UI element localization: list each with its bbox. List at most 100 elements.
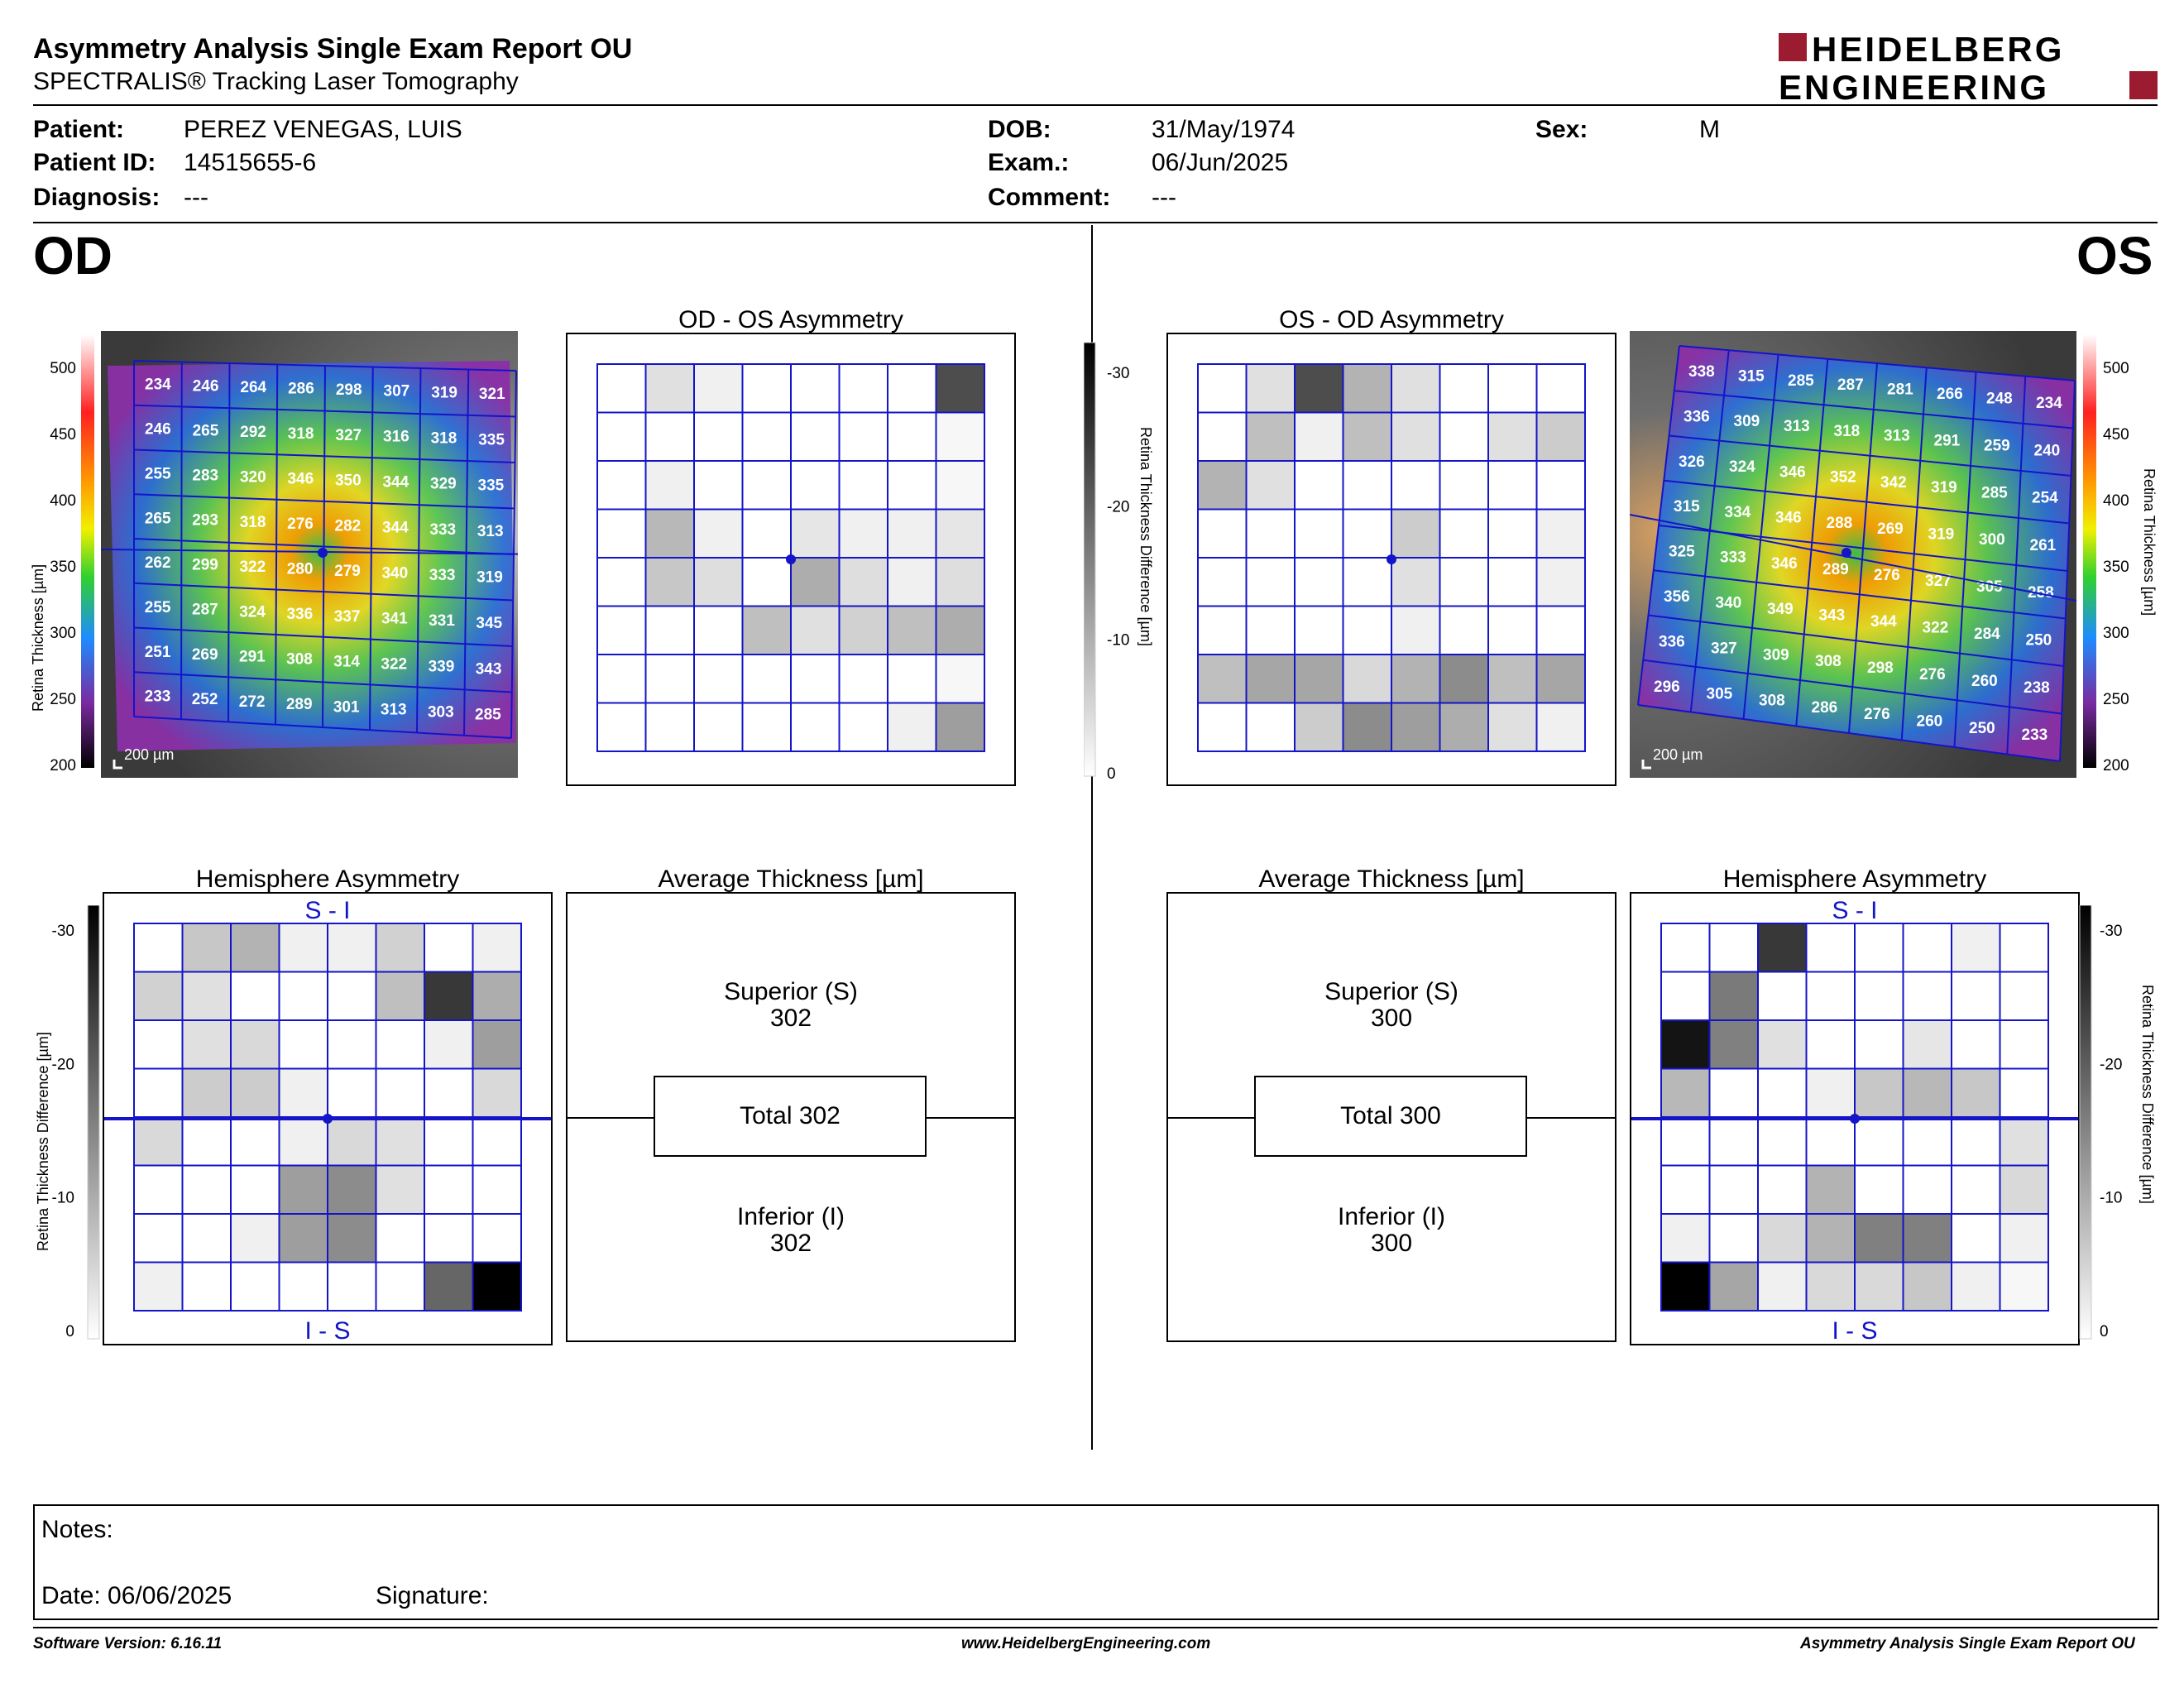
os-thickness-tick: 500 [2103,360,2129,377]
os-hemi-cell [1708,923,1759,973]
od-asym-cell [887,702,937,752]
od-hemi-cell [133,1116,184,1167]
os-asym-cell [1342,508,1392,559]
os-asym-cell [1197,702,1248,752]
os-heatmap [1638,346,2075,761]
od-thickness-value: 246 [193,377,219,395]
od-asym-cell [790,411,841,462]
od-thickness-value: 289 [286,696,313,713]
od-hemi-cell [375,971,425,1021]
os-hemi-cell [1708,1067,1759,1118]
od-thickness-value: 345 [476,615,502,632]
os-thickness-value: 325 [1669,544,1695,561]
os-thickness-gridline [1900,367,1928,741]
od-thickness-value: 285 [475,707,501,724]
od-thickness-value: 233 [145,688,171,706]
od-thickness-value: 298 [336,381,362,399]
os-asym-cell [1391,460,1441,511]
os-thickness-value: 260 [1917,713,1943,731]
os-hemi-cell [1660,1164,1711,1215]
os-thickness-value: 266 [1937,386,1963,403]
os-asym-cell [1342,460,1392,511]
od-asym-cell [887,460,937,511]
od-hemi-cell [133,1019,184,1070]
os-hemi-cell [1660,923,1711,973]
od-thickness-value: 265 [145,510,171,527]
os-superior-label: Superior (S) [1324,978,1458,1005]
os-asym-cell [1197,460,1248,511]
os-asym-center [1387,554,1396,564]
os-hemi-cell [1854,1261,1904,1312]
os-thickness-value: 322 [1923,620,1949,637]
od-hemi-cell [472,923,522,973]
od-hemi-bottom-label: I - S [304,1317,350,1344]
os-hemi-cell [1757,1213,1808,1264]
os-hemi-cell [1902,1164,1952,1215]
od-thickness-gridline [369,367,374,731]
od-thickness-value: 301 [333,698,360,716]
od-hemi-cell [230,971,280,1021]
od-hemi-cell [472,1213,522,1264]
od-hemi-cell [327,1261,377,1312]
od-hemi-cell [424,1116,474,1167]
os-thickness-value: 315 [1738,367,1765,385]
os-hemi-panel: S - I I - S [1630,892,2080,1345]
os-thickness-value: 284 [1974,626,2000,643]
diagnosis-label: Diagnosis: [33,184,160,211]
os-hemi-cell [1757,1261,1808,1312]
os-hemi-cell [1805,1261,1856,1312]
os-thickness-value: 352 [1830,469,1856,487]
od-asym-cell [644,411,695,462]
os-asym-cell [1294,654,1344,704]
od-hemi-cell [230,1164,280,1215]
od-thickness-map: 500 450 400 350 300 250 200 234 246 264 286 298 307… [50,331,518,778]
dob-value: 31/May/1974 [1152,116,1296,143]
os-thickness-value: 315 [1674,498,1700,516]
od-thickness-value: 269 [192,646,218,664]
os-hemi-cell [1999,1261,2049,1312]
od-asym-cell [693,654,744,704]
od-asym-cell [644,508,695,559]
od-hemi-cell [472,1116,522,1167]
od-thickness-value: 346 [287,471,314,488]
od-thickness-value: 255 [145,599,171,616]
os-hemi-cells [1660,923,2049,1312]
os-thickness-value: 250 [2026,632,2052,650]
od-asym-cell [741,557,792,607]
od-thickness-value: 322 [239,559,266,576]
od-asym-cell [741,654,792,704]
notes-box[interactable]: Notes: Date: 06/06/2025 Signature: [33,1504,2159,1620]
od-hemi-cell [375,1164,425,1215]
od-asym-cell [741,460,792,511]
os-thickness-value: 254 [2032,490,2058,507]
od-superior-value: 302 [769,1005,812,1032]
os-hemi-cell [1902,1213,1952,1264]
os-asym-cell [1439,508,1489,559]
od-asym-cell [644,363,695,414]
od-hemi-cell [278,1019,328,1070]
os-thickness-value: 248 [1986,391,2013,408]
od-thickness-value: 344 [382,520,409,537]
os-hemi-tick: 0 [2100,1323,2109,1340]
od-asym-cell [741,411,792,462]
os-hemi-cell [1708,1164,1759,1215]
od-avg-title: Average Thickness [µm] [658,866,924,893]
os-thickness-value: 327 [1711,640,1737,657]
od-thickness-value: 344 [382,474,409,492]
exam-value: 06/Jun/2025 [1152,149,1289,176]
od-thickness-value: 246 [145,421,171,439]
os-hemi-cell [1999,971,2049,1021]
os-asym-cell [1245,605,1296,655]
os-hemi-cell [1902,1116,1952,1167]
os-hemi-cell [1999,1067,2049,1118]
od-hemi-cell [181,1164,232,1215]
os-asym-cell [1439,605,1489,655]
od-hemi-cell [278,1213,328,1264]
od-thickness-value: 234 [145,376,171,394]
os-asym-ticks: -30 -20 -10 0 [1107,365,1129,783]
website-link[interactable]: www.HeidelbergEngineering.com [961,1635,1211,1652]
os-asym-cell [1391,702,1441,752]
os-hemi-cell [1951,1067,2001,1118]
os-hemi-cell [1999,923,2049,973]
os-asym-cell [1342,702,1392,752]
